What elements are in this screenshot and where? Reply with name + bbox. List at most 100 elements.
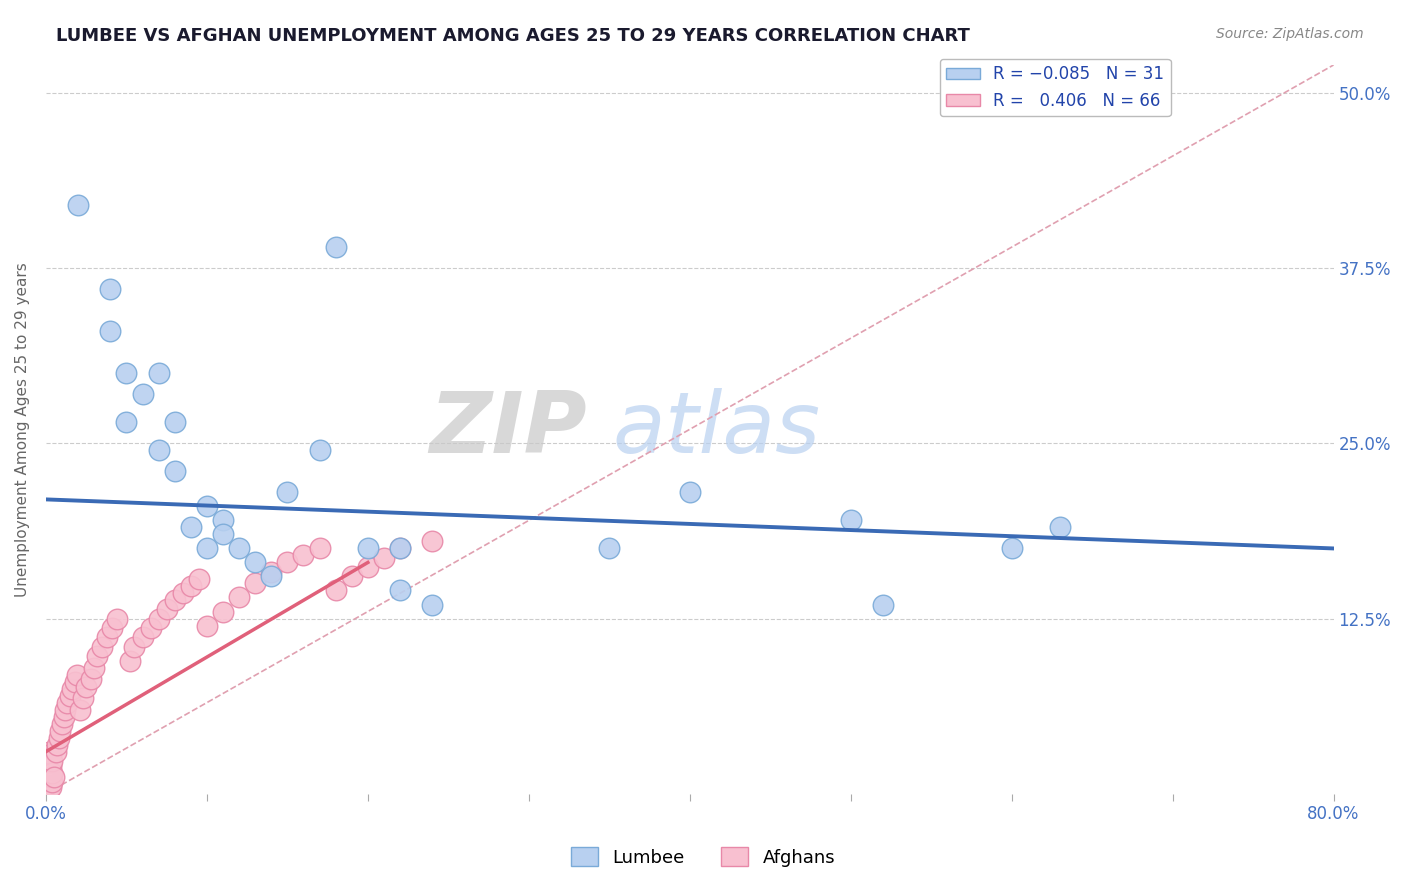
Point — [308, 541, 330, 556]
Point — [245, 576, 267, 591]
Point — [56, 696, 79, 710]
Point — [63, 674, 86, 689]
Point — [228, 541, 250, 556]
Point — [357, 559, 380, 574]
Point — [260, 566, 283, 580]
Point — [260, 569, 283, 583]
Point — [325, 240, 347, 254]
Point — [276, 556, 298, 570]
Point — [228, 591, 250, 605]
Point — [212, 513, 235, 527]
Point — [86, 649, 108, 664]
Point — [46, 738, 69, 752]
Point — [39, 747, 62, 762]
Point — [420, 598, 443, 612]
Point — [180, 579, 202, 593]
Point — [1049, 520, 1071, 534]
Point — [37, 765, 59, 780]
Point — [35, 772, 58, 787]
Point — [105, 611, 128, 625]
Point — [37, 787, 59, 801]
Point — [38, 761, 60, 775]
Point — [39, 780, 62, 794]
Point — [148, 443, 170, 458]
Point — [308, 443, 330, 458]
Point — [340, 569, 363, 583]
Point — [115, 415, 138, 429]
Point — [37, 775, 59, 789]
Point — [872, 598, 894, 612]
Point — [45, 745, 67, 759]
Point — [59, 689, 82, 703]
Point — [292, 549, 315, 563]
Point — [38, 772, 60, 787]
Point — [60, 681, 83, 696]
Point — [48, 731, 70, 745]
Point — [373, 551, 395, 566]
Point — [212, 527, 235, 541]
Point — [52, 709, 75, 723]
Point — [35, 787, 58, 801]
Point — [389, 541, 412, 556]
Point — [67, 198, 90, 212]
Point — [139, 621, 162, 635]
Point — [245, 556, 267, 570]
Point — [357, 541, 380, 556]
Point — [83, 660, 105, 674]
Point — [195, 541, 218, 556]
Point — [679, 485, 702, 500]
Point — [420, 534, 443, 549]
Point — [156, 601, 179, 615]
Point — [148, 366, 170, 380]
Point — [96, 630, 118, 644]
Point — [101, 621, 124, 635]
Point — [131, 387, 153, 401]
Point — [37, 758, 59, 772]
Point — [41, 765, 63, 780]
Text: ZIP: ZIP — [429, 388, 586, 471]
Point — [41, 755, 63, 769]
Point — [72, 691, 94, 706]
Point — [163, 593, 186, 607]
Point — [35, 780, 58, 794]
Point — [38, 751, 60, 765]
Point — [389, 541, 412, 556]
Text: atlas: atlas — [613, 388, 821, 471]
Point — [42, 770, 65, 784]
Point — [75, 680, 97, 694]
Y-axis label: Unemployment Among Ages 25 to 29 years: Unemployment Among Ages 25 to 29 years — [15, 262, 30, 597]
Point — [38, 782, 60, 797]
Point — [180, 520, 202, 534]
Point — [69, 703, 91, 717]
Point — [39, 770, 62, 784]
Point — [172, 586, 194, 600]
Point — [49, 723, 72, 738]
Point — [80, 672, 103, 686]
Point — [598, 541, 620, 556]
Point — [38, 745, 60, 759]
Point — [124, 640, 146, 654]
Legend: Lumbee, Afghans: Lumbee, Afghans — [564, 840, 842, 874]
Point — [148, 611, 170, 625]
Point — [91, 640, 114, 654]
Point — [195, 500, 218, 514]
Point — [325, 583, 347, 598]
Text: Source: ZipAtlas.com: Source: ZipAtlas.com — [1216, 27, 1364, 41]
Point — [98, 282, 121, 296]
Point — [115, 366, 138, 380]
Point — [39, 758, 62, 772]
Point — [53, 703, 76, 717]
Point — [839, 513, 862, 527]
Point — [163, 464, 186, 478]
Point — [195, 618, 218, 632]
Point — [1001, 541, 1024, 556]
Point — [389, 583, 412, 598]
Point — [163, 415, 186, 429]
Point — [98, 324, 121, 338]
Point — [65, 667, 87, 681]
Point — [51, 716, 73, 731]
Point — [187, 572, 209, 586]
Point — [41, 775, 63, 789]
Point — [276, 485, 298, 500]
Text: LUMBEE VS AFGHAN UNEMPLOYMENT AMONG AGES 25 TO 29 YEARS CORRELATION CHART: LUMBEE VS AFGHAN UNEMPLOYMENT AMONG AGES… — [56, 27, 970, 45]
